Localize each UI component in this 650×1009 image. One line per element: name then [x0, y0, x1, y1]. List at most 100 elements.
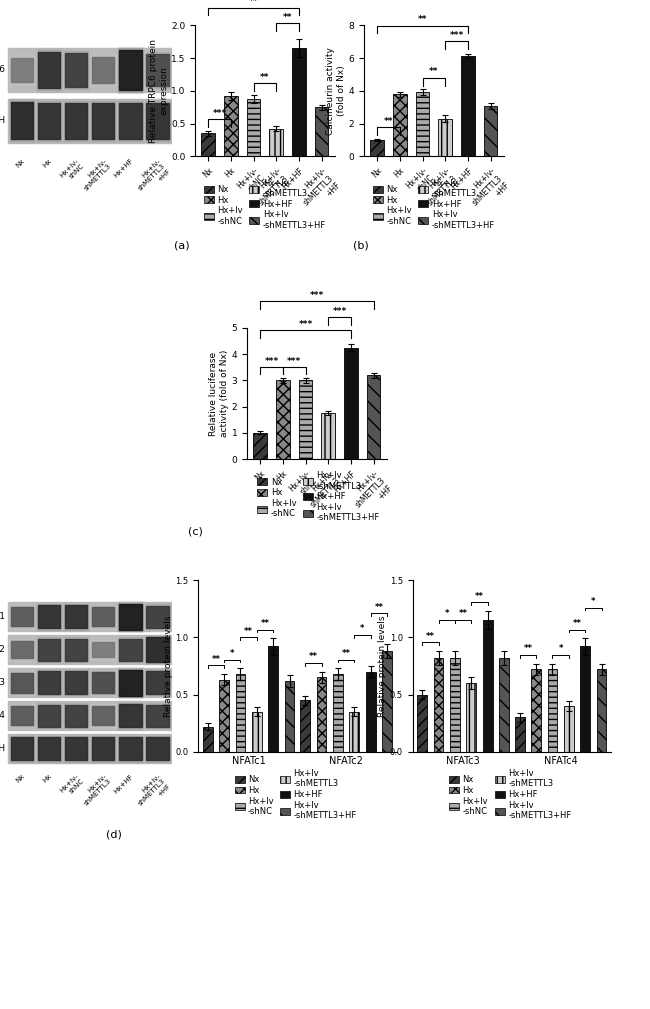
Bar [203, 726, 213, 752]
Bar [118, 669, 142, 696]
Bar [118, 701, 143, 730]
Bar [92, 642, 114, 657]
Bar [65, 737, 87, 761]
Text: Hx: Hx [42, 773, 53, 784]
Bar [8, 602, 174, 631]
Text: **: ** [309, 653, 318, 661]
Bar [37, 703, 61, 727]
Bar [8, 99, 174, 142]
Bar [547, 669, 557, 752]
Bar [461, 57, 474, 156]
Bar [499, 658, 509, 752]
Bar [91, 606, 115, 628]
Bar [202, 133, 215, 156]
Bar [10, 705, 34, 726]
Text: **: ** [418, 15, 427, 24]
Text: *: * [230, 649, 235, 658]
Bar [8, 47, 174, 92]
Bar [10, 606, 34, 628]
Text: **: ** [260, 73, 270, 82]
Bar [36, 669, 62, 696]
Bar [118, 667, 143, 698]
Bar [219, 680, 229, 752]
Text: (b): (b) [353, 240, 369, 250]
Bar [515, 717, 525, 752]
X-axis label: NFATc3: NFATc3 [447, 756, 480, 766]
Bar [91, 101, 115, 140]
Bar [145, 735, 170, 763]
Bar [434, 658, 443, 752]
Bar [118, 735, 143, 763]
Text: **: ** [342, 649, 350, 658]
Bar [450, 658, 460, 752]
Bar [8, 668, 174, 697]
Bar [38, 51, 60, 88]
Bar [64, 51, 88, 89]
Bar [224, 96, 238, 156]
Bar [64, 603, 88, 630]
Text: **: ** [429, 68, 439, 77]
Bar [64, 101, 88, 140]
Bar [467, 683, 476, 752]
Text: Hx+lv-
shMETTL3
+HF: Hx+lv- shMETTL3 +HF [133, 157, 172, 197]
Bar [118, 736, 142, 762]
Bar [90, 670, 116, 695]
Text: Hx+lv-
shMETTL3: Hx+lv- shMETTL3 [78, 157, 112, 192]
Bar [63, 602, 89, 631]
Bar [63, 735, 89, 763]
Legend: Nx, Hx, Hx+lv
-shNC, Hx+lv
-shMETTL3, Hx+HF, Hx+lv
-shMETTL3+HF: Nx, Hx, Hx+lv -shNC, Hx+lv -shMETTL3, Hx… [446, 766, 575, 823]
Text: **: ** [426, 632, 435, 641]
Bar [145, 99, 170, 142]
Bar [254, 433, 267, 459]
Bar [64, 670, 88, 695]
Text: *: * [445, 609, 449, 619]
Text: Hx+lv-
shNC: Hx+lv- shNC [59, 773, 85, 799]
Text: (c): (c) [188, 527, 202, 537]
Bar [9, 670, 34, 695]
Bar [145, 50, 170, 90]
Bar [299, 380, 313, 459]
Bar [118, 99, 143, 142]
Bar [38, 671, 60, 694]
Y-axis label: Relative TRPC6 protein
expression: Relative TRPC6 protein expression [149, 38, 168, 143]
Text: Hx+lv-
shNC: Hx+lv- shNC [59, 157, 85, 184]
Bar [484, 106, 497, 156]
Bar [10, 100, 34, 141]
Text: **: ** [261, 620, 270, 629]
Bar [91, 55, 115, 85]
Bar [90, 604, 116, 629]
Bar [146, 704, 169, 726]
Bar [333, 674, 343, 752]
Bar [92, 737, 114, 761]
Text: **: ** [573, 620, 582, 629]
Text: **: ** [249, 0, 258, 6]
Bar [119, 50, 142, 90]
Bar [146, 671, 169, 694]
Bar [37, 50, 61, 90]
Bar [119, 603, 142, 630]
Text: GAPDH: GAPDH [0, 116, 5, 125]
Bar [146, 101, 170, 140]
Bar [118, 48, 142, 92]
X-axis label: NFATc4: NFATc4 [544, 756, 577, 766]
Text: **: ** [283, 13, 292, 22]
Bar [63, 702, 89, 728]
Bar [65, 103, 87, 138]
Bar [92, 672, 114, 693]
Bar [65, 704, 87, 726]
Text: Hx: Hx [42, 157, 53, 169]
Bar [367, 375, 380, 459]
Bar [146, 103, 169, 138]
Bar [37, 603, 61, 630]
Text: ***: *** [298, 320, 313, 329]
Bar [10, 59, 33, 82]
Bar [580, 647, 590, 752]
Bar [438, 119, 452, 156]
Text: ***: *** [310, 291, 324, 300]
Bar [63, 669, 89, 696]
Bar [146, 604, 170, 629]
Text: NFATc3: NFATc3 [0, 678, 5, 687]
Text: (a): (a) [174, 240, 190, 250]
Bar [8, 735, 174, 763]
Text: *: * [558, 645, 563, 654]
